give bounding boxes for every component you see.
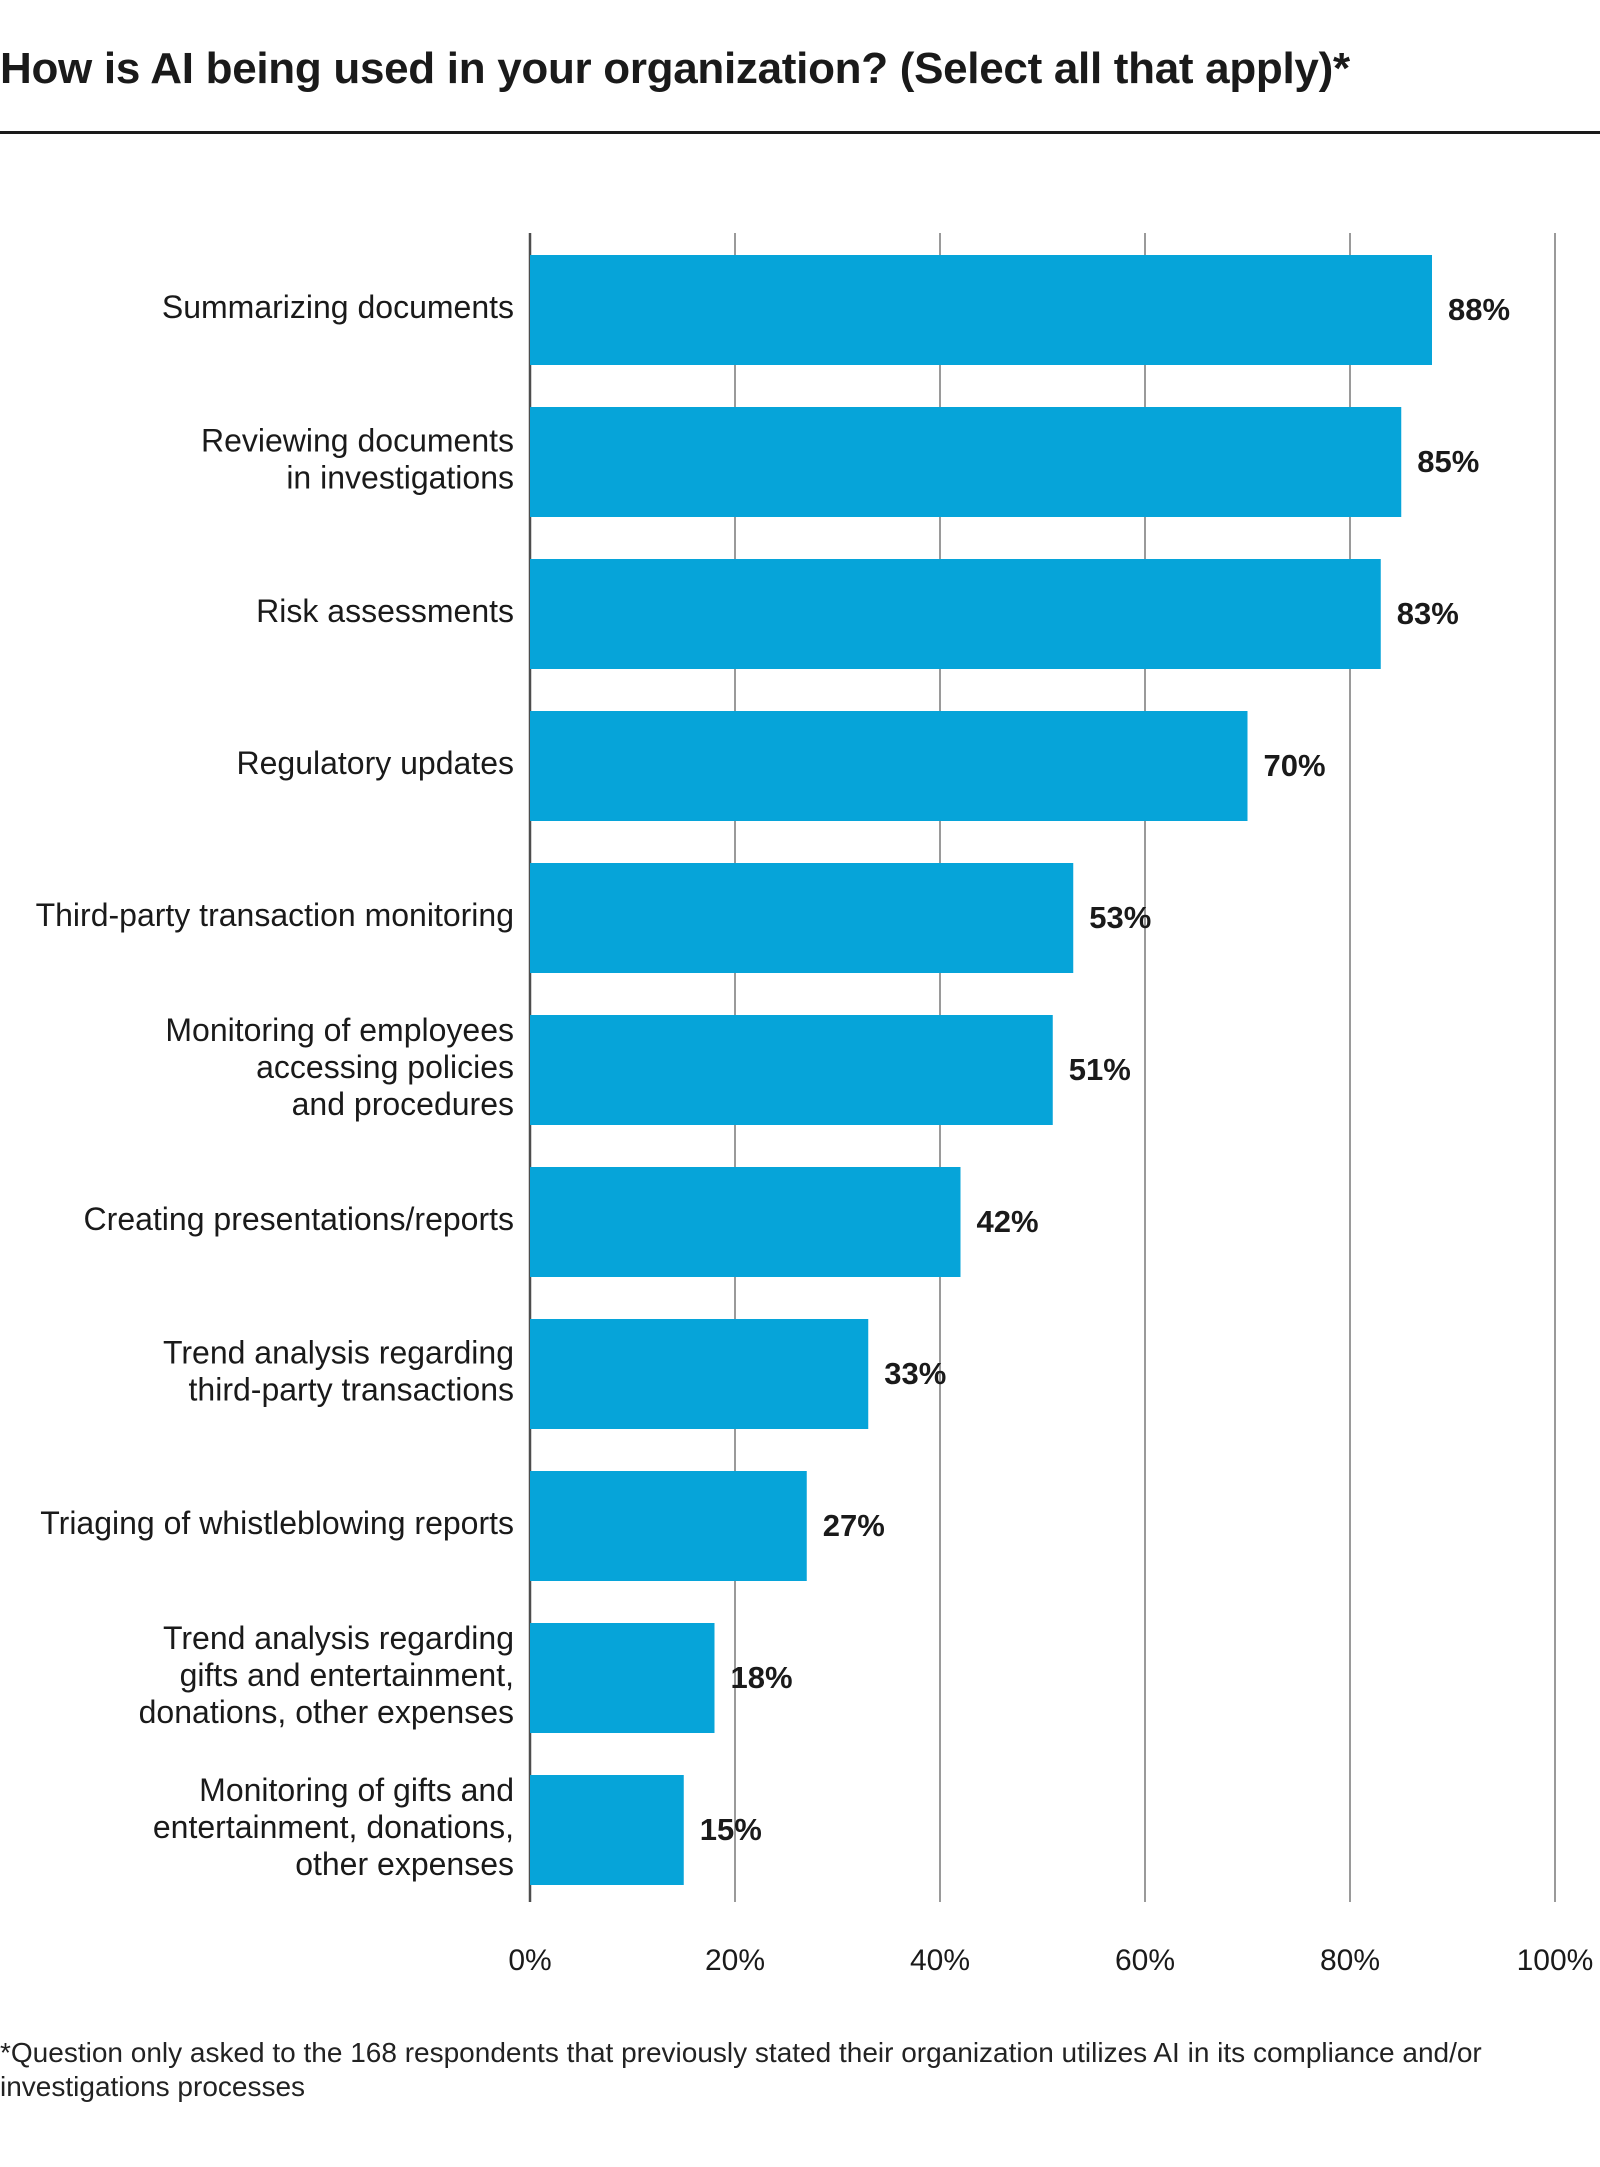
category-label: Risk assessments — [256, 593, 514, 629]
x-tick-label: 100% — [1517, 1944, 1594, 1977]
value-label: 53% — [1089, 900, 1151, 935]
category-label: Reviewing documents in investigations — [201, 423, 514, 496]
value-label: 33% — [884, 1356, 946, 1391]
value-label: 27% — [823, 1508, 885, 1543]
footnote: *Question only asked to the 168 responde… — [0, 2037, 1482, 2102]
value-label: 18% — [731, 1660, 793, 1695]
bars — [530, 255, 1432, 1885]
category-label: Regulatory updates — [236, 745, 514, 781]
x-tick-label: 20% — [705, 1944, 765, 1977]
bar — [530, 863, 1074, 973]
bar — [530, 1167, 961, 1277]
bar — [530, 1471, 807, 1581]
value-label: 70% — [1264, 748, 1326, 783]
bar — [530, 407, 1402, 517]
bar — [530, 711, 1248, 821]
value-label: 15% — [700, 1812, 762, 1847]
category-label: Trend analysis regarding gifts and entert… — [139, 1620, 514, 1730]
category-label: Third-party transaction monitoring — [36, 897, 514, 933]
category-label: Monitoring of gifts and entertainment, do… — [153, 1772, 514, 1882]
value-label: 85% — [1417, 444, 1479, 479]
category-label: Trend analysis regarding third-party tran… — [163, 1335, 514, 1408]
bar — [530, 559, 1381, 669]
bar — [530, 1015, 1053, 1125]
value-label: 83% — [1397, 596, 1459, 631]
category-label: Creating presentations/reports — [84, 1201, 514, 1237]
category-label: Triaging of whistleblowing reports — [40, 1505, 514, 1541]
x-tick-label: 60% — [1115, 1944, 1175, 1977]
bar — [530, 1775, 684, 1885]
bar — [530, 1623, 715, 1733]
category-label: Monitoring of employees accessing policie… — [165, 1012, 514, 1122]
value-label: 42% — [977, 1204, 1039, 1239]
chart-title: How is AI being used in your organizatio… — [0, 44, 1350, 93]
x-tick-label: 80% — [1320, 1944, 1380, 1977]
x-tick-label: 40% — [910, 1944, 970, 1977]
bar — [530, 255, 1432, 365]
title-divider — [0, 131, 1600, 134]
bar — [530, 1319, 869, 1429]
value-label: 51% — [1069, 1052, 1131, 1087]
category-label: Summarizing documents — [162, 289, 514, 325]
x-tick-label: 0% — [508, 1944, 551, 1977]
value-label: 88% — [1448, 292, 1510, 327]
labels: 0% 20% 40% 60% 80% 100% 88% Summarizing documen… — [36, 289, 1594, 1977]
